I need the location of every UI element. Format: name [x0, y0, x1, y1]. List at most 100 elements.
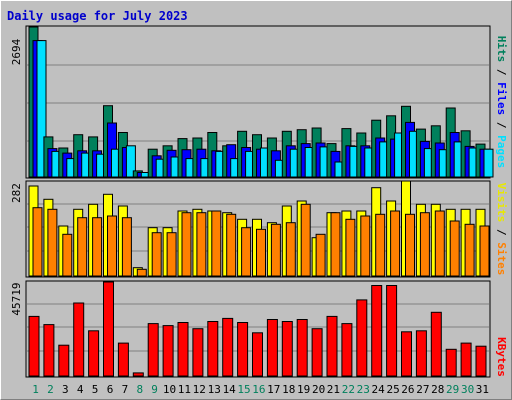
day-tick-label: 5	[92, 383, 99, 396]
day-tick-label: 8	[136, 383, 143, 396]
sites-bar	[211, 210, 222, 277]
sites-bar	[196, 212, 207, 277]
legend-separator: /	[495, 222, 508, 242]
kbytes-bar	[237, 322, 249, 377]
sites-bar	[360, 215, 371, 277]
day-tick-label: 24	[371, 383, 385, 396]
sites-bar	[390, 210, 401, 277]
day-tick-label: 10	[163, 383, 176, 396]
kbytes-bar	[58, 344, 70, 377]
day-tick-label: 20	[312, 383, 325, 396]
sites-bar	[285, 222, 296, 277]
sites-bar	[479, 225, 490, 277]
sites-bar	[77, 217, 88, 277]
hits-ytick-label: 2694	[10, 38, 23, 65]
day-tick-label: 2	[47, 383, 54, 396]
day-tick-label: 21	[327, 383, 340, 396]
sites-bar	[434, 210, 445, 277]
day-tick-label: 4	[77, 383, 84, 396]
day-tick-label: 23	[357, 383, 370, 396]
pages-bar	[125, 145, 136, 178]
day-tick-label: 9	[151, 383, 158, 396]
day-tick-label: 22	[342, 383, 355, 396]
legend-pages: Pages	[495, 135, 508, 168]
kbytes-bar	[207, 321, 219, 377]
kbytes-bar	[475, 345, 487, 377]
sites-bar	[226, 213, 237, 277]
day-tick-label: 25	[386, 383, 399, 396]
kbytes-bar	[266, 319, 278, 377]
hits-panel-legend: Hits / Files / Pages	[495, 36, 508, 169]
day-tick-label: 18	[282, 383, 295, 396]
sites-bar	[419, 212, 430, 277]
kbytes-ytick-label: 45719	[10, 282, 23, 315]
sites-bar	[256, 228, 266, 277]
kbytes-panel-legend: KBytes	[495, 337, 508, 377]
day-tick-label: 17	[267, 383, 280, 396]
kbytes-bar	[132, 372, 144, 377]
visits-panel-bars	[28, 180, 490, 277]
kbytes-bar	[386, 285, 398, 377]
kbytes-bar	[430, 311, 442, 377]
kbytes-bar	[371, 285, 383, 377]
kbytes-bar	[222, 317, 234, 377]
sites-bar	[270, 223, 281, 277]
day-tick-label: 12	[193, 383, 206, 396]
kbytes-bar	[73, 302, 85, 377]
day-tick-label: 3	[62, 383, 69, 396]
kbytes-bar	[356, 299, 368, 377]
legend-kbytes: KBytes	[495, 337, 508, 377]
kbytes-bar	[88, 330, 100, 377]
kbytes-bar	[162, 325, 174, 377]
kbytes-bar	[401, 331, 412, 377]
sites-bar	[62, 233, 73, 277]
sites-bar	[405, 213, 415, 277]
day-tick-label: 31	[476, 383, 489, 396]
kbytes-bar	[28, 315, 40, 377]
legend-sites: Sites	[495, 242, 508, 275]
visits-ytick-label: 282	[10, 183, 23, 203]
kbytes-bar	[43, 324, 55, 377]
kbytes-bar	[177, 322, 189, 377]
sites-bar	[449, 220, 460, 277]
day-tick-label: 16	[252, 383, 265, 396]
kbytes-bar	[281, 321, 293, 377]
kbytes-bar	[460, 342, 472, 377]
kbytes-bar	[117, 342, 129, 377]
day-tick-label: 15	[237, 383, 250, 396]
sites-bar	[315, 233, 326, 277]
sites-bar	[345, 218, 356, 277]
sites-bar	[32, 207, 43, 277]
sites-bar	[121, 217, 132, 277]
day-axis-labels: 1 2 3 4 5 6 7 8 9 10 11 12 13 14 15 16 17 18 19 20 21 22 23 24 2…	[32, 383, 489, 396]
chart-title: Daily usage for July 2023	[7, 9, 188, 23]
kbytes-bar	[445, 348, 457, 377]
pages-bar	[483, 148, 494, 178]
kbytes-bar	[192, 328, 204, 377]
day-tick-label: 27	[416, 383, 429, 396]
sites-bar	[47, 208, 58, 277]
sites-bar	[330, 212, 341, 277]
sites-bar	[375, 213, 386, 277]
legend-hits: Hits	[495, 36, 508, 63]
kbytes-bar	[252, 332, 263, 377]
sites-bar	[300, 203, 311, 277]
sites-bar	[107, 215, 117, 277]
hits-panel-bars	[28, 26, 494, 178]
sites-bar	[464, 223, 475, 277]
day-tick-label: 14	[223, 383, 237, 396]
legend-files: Files	[495, 82, 508, 115]
legend-separator: /	[495, 115, 508, 135]
kbytes-bar	[326, 315, 338, 377]
day-tick-label: 30	[461, 383, 474, 396]
day-tick-label: 29	[446, 383, 459, 396]
sites-bar	[151, 232, 162, 277]
kbytes-bar	[311, 328, 323, 377]
day-tick-label: 28	[431, 383, 444, 396]
day-tick-label: 19	[297, 383, 310, 396]
visits-panel-legend: Visits / Sites	[495, 183, 508, 276]
sites-bar	[166, 232, 177, 277]
day-tick-label: 11	[178, 383, 191, 396]
